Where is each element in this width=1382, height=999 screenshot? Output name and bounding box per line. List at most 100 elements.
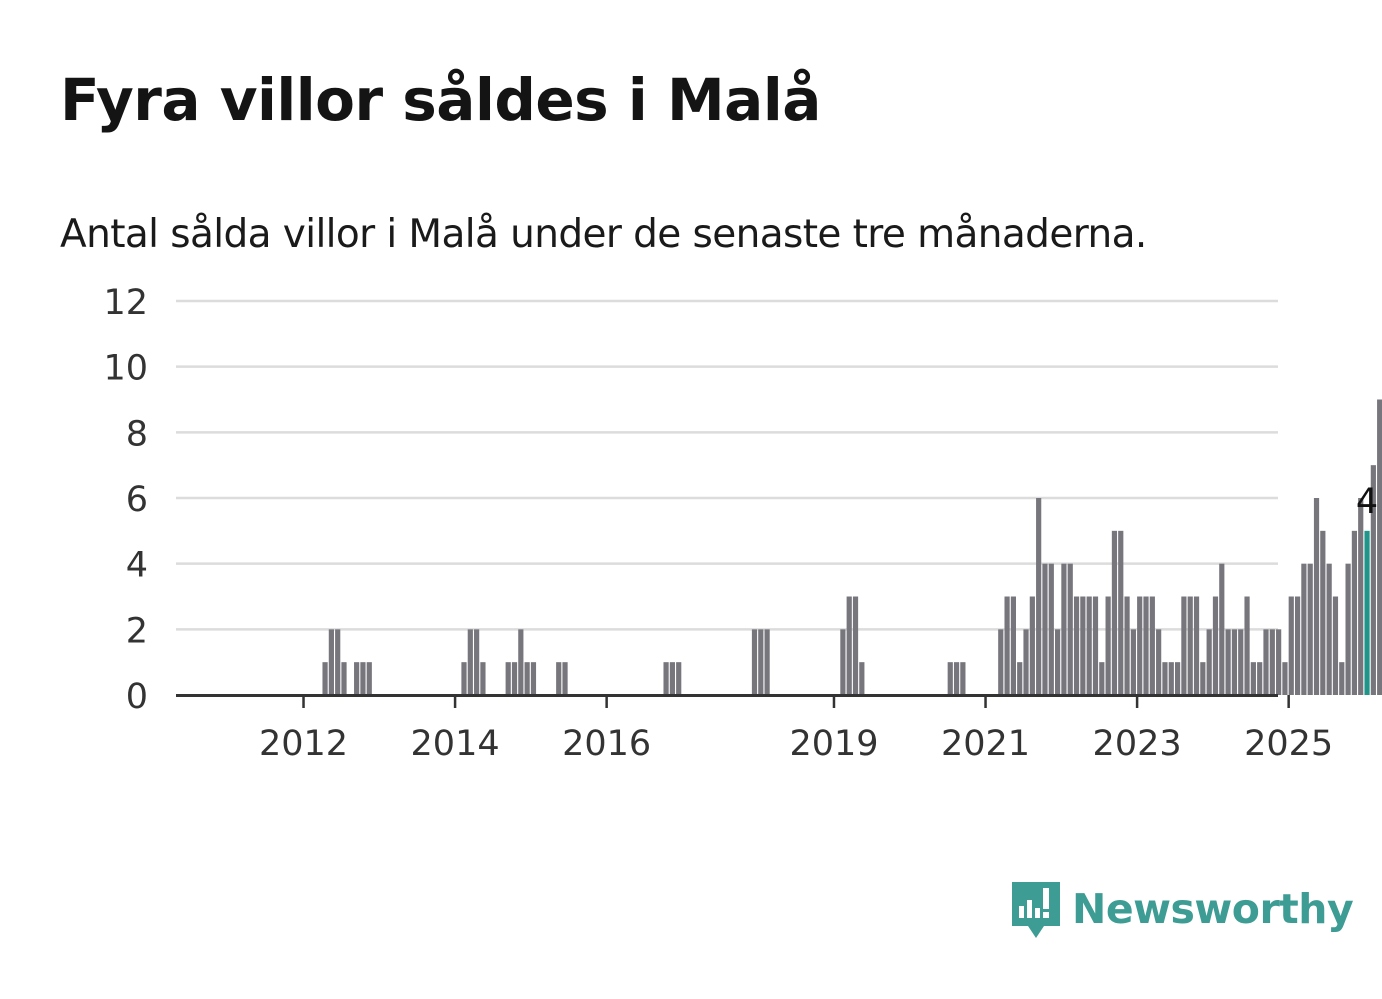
x-tick-label: 2019: [789, 724, 878, 764]
bar: [1307, 563, 1313, 695]
bar: [960, 662, 966, 695]
x-tick-label: 2021: [941, 724, 1030, 764]
bar: [1017, 662, 1023, 695]
bar: [1118, 530, 1124, 695]
bar: [1294, 596, 1301, 695]
newsworthy-logo: Newsworthy: [1010, 878, 1354, 940]
chart-subtitle: Antal sålda villor i Malå under de senas…: [60, 212, 1147, 257]
y-tick-label: 4: [126, 546, 148, 586]
bar: [1225, 629, 1231, 695]
last-value-label: 4: [1356, 482, 1378, 522]
bar: [480, 662, 486, 695]
bar: [524, 662, 530, 695]
bar: [1212, 596, 1219, 695]
y-tick-label: 6: [126, 480, 148, 520]
bar: [1162, 662, 1168, 695]
bar: [1332, 596, 1339, 695]
bar: [1193, 596, 1200, 695]
y-tick-label: 0: [126, 677, 148, 717]
bar: [1244, 596, 1250, 695]
bar: [1156, 629, 1162, 695]
bar: [1143, 596, 1149, 695]
chart-title: Fyra villor såldes i Malå: [60, 66, 821, 134]
bar: [1250, 662, 1256, 695]
bar: [1023, 629, 1029, 695]
y-axis-labels: 0 2 4 6 8 10 12: [103, 283, 148, 717]
bar: [1181, 596, 1187, 695]
bar: [1358, 498, 1364, 695]
bar: [758, 629, 764, 695]
bar: [1099, 662, 1105, 695]
bar: [1370, 465, 1376, 695]
bar: [328, 629, 334, 695]
bar: [511, 662, 518, 695]
bar: [1320, 530, 1326, 695]
bar: [1105, 596, 1111, 695]
bar: [1187, 596, 1193, 695]
bar: [467, 629, 473, 695]
y-tick-label: 10: [103, 349, 148, 389]
bar: [1282, 662, 1288, 695]
bar: [1313, 498, 1320, 695]
x-tick-label: 2012: [259, 724, 348, 764]
bar: [676, 662, 682, 695]
bar: [1130, 629, 1136, 695]
bar: [1257, 662, 1263, 695]
bar: [366, 662, 372, 695]
brand-name: Newsworthy: [1072, 885, 1354, 933]
bar: [354, 662, 360, 695]
y-tick-label: 8: [126, 414, 148, 454]
bar: [846, 596, 852, 695]
bar: [505, 662, 511, 695]
bar: [1137, 596, 1143, 695]
bar: [1219, 563, 1225, 695]
bar: [1061, 563, 1067, 695]
bar: [1073, 596, 1080, 695]
x-tick-label: 2014: [411, 724, 500, 764]
bar: [859, 662, 865, 695]
bar: [1174, 662, 1181, 695]
bar: [751, 629, 758, 695]
bar: [1206, 629, 1212, 695]
bar: [840, 629, 846, 695]
bar: [852, 596, 859, 695]
bar: [1326, 563, 1332, 695]
bar: [360, 662, 366, 695]
x-tick-label: 2025: [1244, 724, 1333, 764]
bar: [1086, 596, 1092, 695]
bar: [1339, 662, 1345, 695]
bar: [1036, 498, 1042, 695]
bar: [1200, 662, 1206, 695]
bar: [556, 662, 562, 695]
bar: [322, 662, 328, 695]
bar: [1067, 563, 1073, 695]
bar: [341, 662, 347, 695]
bar: [1029, 596, 1035, 695]
bar: [669, 662, 675, 695]
bars: [322, 399, 1382, 695]
y-tick-label: 12: [103, 283, 148, 323]
bar: [1092, 596, 1099, 695]
bar: [1377, 399, 1382, 695]
newsworthy-logo-icon: [1012, 882, 1060, 938]
bar: [1345, 563, 1351, 695]
bar: [1080, 596, 1086, 695]
bar: [998, 629, 1004, 695]
bar: [1301, 563, 1307, 695]
bar: [1004, 596, 1010, 695]
y-tick-label: 2: [126, 611, 148, 651]
x-tick-label: 2016: [562, 724, 651, 764]
bar: [1168, 662, 1174, 695]
bar: [1288, 596, 1294, 695]
bar: [1276, 629, 1282, 695]
bar: [947, 662, 953, 695]
bar: [1263, 629, 1269, 695]
bar: [1055, 629, 1061, 695]
bar: [1231, 629, 1238, 695]
bar: [953, 662, 960, 695]
bar: [1149, 596, 1155, 695]
bar: [663, 662, 669, 695]
grid-lines: [176, 299, 1278, 631]
bar: [530, 662, 537, 695]
